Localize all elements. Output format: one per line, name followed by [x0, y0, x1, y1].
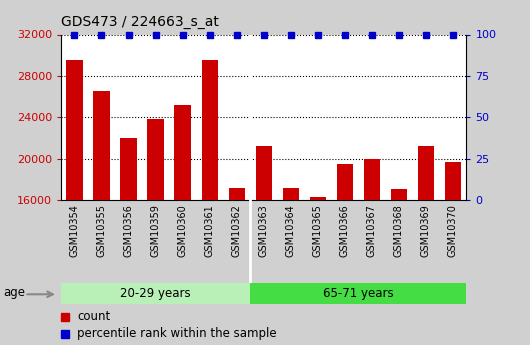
- Text: GSM10354: GSM10354: [69, 204, 80, 257]
- Text: percentile rank within the sample: percentile rank within the sample: [77, 327, 277, 341]
- Text: GDS473 / 224663_s_at: GDS473 / 224663_s_at: [61, 15, 219, 29]
- Text: GSM10368: GSM10368: [394, 204, 404, 257]
- Bar: [120, 138, 137, 200]
- Bar: [310, 197, 326, 200]
- Text: 65-71 years: 65-71 years: [323, 287, 394, 300]
- Text: count: count: [77, 310, 110, 323]
- Text: GSM10363: GSM10363: [259, 204, 269, 257]
- Text: GSM10366: GSM10366: [340, 204, 350, 257]
- Text: GSM10362: GSM10362: [232, 204, 242, 257]
- Text: age: age: [3, 286, 25, 299]
- Bar: [418, 146, 434, 200]
- Text: GSM10367: GSM10367: [367, 204, 377, 257]
- Bar: [364, 159, 380, 200]
- Bar: [66, 60, 83, 200]
- Text: GSM10361: GSM10361: [205, 204, 215, 257]
- Bar: [337, 164, 353, 200]
- Text: GSM10364: GSM10364: [286, 204, 296, 257]
- Bar: [174, 105, 191, 200]
- Text: GSM10356: GSM10356: [123, 204, 134, 257]
- Bar: [93, 91, 110, 200]
- Bar: [61, 283, 250, 304]
- Text: GSM10359: GSM10359: [151, 204, 161, 257]
- Bar: [282, 188, 299, 200]
- Text: GSM10360: GSM10360: [178, 204, 188, 257]
- Bar: [147, 119, 164, 200]
- Text: 20-29 years: 20-29 years: [120, 287, 191, 300]
- Bar: [250, 283, 466, 304]
- Bar: [255, 146, 272, 200]
- Bar: [201, 60, 218, 200]
- Text: GSM10370: GSM10370: [448, 204, 458, 257]
- Bar: [445, 162, 461, 200]
- Text: GSM10365: GSM10365: [313, 204, 323, 257]
- Bar: [391, 189, 407, 200]
- Text: GSM10369: GSM10369: [421, 204, 431, 257]
- Bar: [228, 188, 245, 200]
- Text: GSM10355: GSM10355: [96, 204, 107, 257]
